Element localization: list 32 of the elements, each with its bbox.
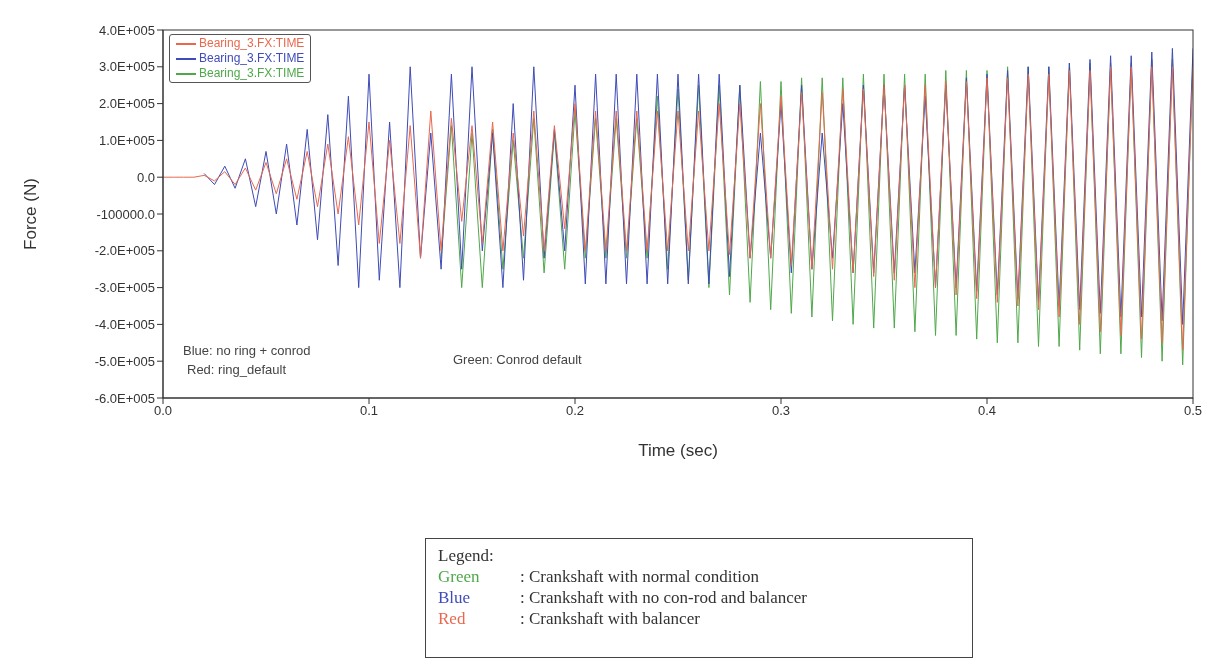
y-tick-label: 0.0 xyxy=(136,169,155,185)
legend-label: Bearing_3.FX:TIME xyxy=(199,66,305,81)
annotation: Blue: no ring + conrod xyxy=(183,343,311,358)
x-axis-title: Time (sec) xyxy=(638,441,718,460)
y-tick-label: -100000.0 xyxy=(96,206,155,222)
text: Legend: xyxy=(438,545,495,566)
legend-label: Bearing_3.FX:TIME xyxy=(199,51,305,66)
x-tick-label: 0.3 xyxy=(771,403,791,419)
x-tick-label: 0.4 xyxy=(977,403,997,419)
text: : Crankshaft with balancer xyxy=(520,608,700,629)
x-tick-label: 0.5 xyxy=(1183,403,1203,419)
y-tick-label: -2.0E+005 xyxy=(94,243,155,259)
x-tick-label: 0.1 xyxy=(359,403,379,419)
text: Blue xyxy=(438,587,472,608)
y-tick-label: -5.0E+005 xyxy=(94,353,155,369)
y-tick-label: 4.0E+005 xyxy=(98,22,155,38)
annotation: Green: Conrod default xyxy=(453,352,582,367)
y-axis-title: Force (N) xyxy=(21,178,41,250)
y-tick-label: 3.0E+005 xyxy=(98,59,155,75)
y-tick-label: 1.0E+005 xyxy=(98,133,155,149)
y-tick-label: -6.0E+005 xyxy=(94,390,155,406)
text: : Crankshaft with normal condition xyxy=(520,566,759,587)
y-tick-label: -3.0E+005 xyxy=(94,280,155,296)
x-tick-label: 0.2 xyxy=(565,403,585,419)
y-tick-label: -4.0E+005 xyxy=(94,317,155,333)
y-tick-label: 2.0E+005 xyxy=(98,96,155,112)
text: Green xyxy=(438,566,481,587)
x-tick-label: 0.0 xyxy=(153,403,173,419)
legend-label: Bearing_3.FX:TIME xyxy=(199,36,305,51)
text: Red xyxy=(438,608,467,629)
text: : Crankshaft with no con-rod and balancer xyxy=(520,587,808,608)
annotation: Red: ring_default xyxy=(187,362,287,377)
